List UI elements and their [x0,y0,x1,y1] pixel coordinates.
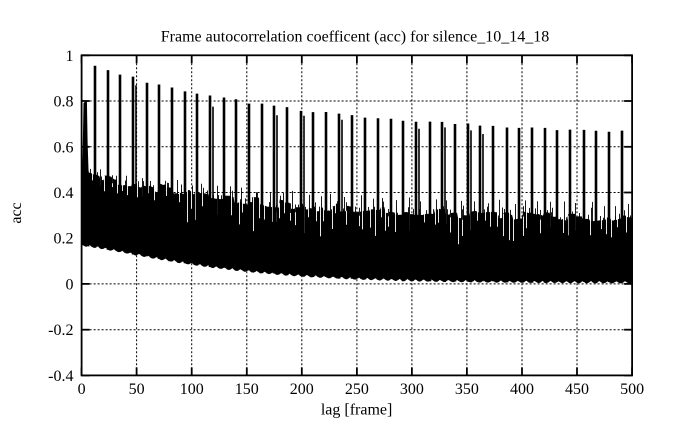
svg-text:150: 150 [235,381,259,398]
svg-text:100: 100 [180,381,204,398]
svg-text:0: 0 [66,276,74,293]
svg-text:50: 50 [129,381,145,398]
svg-text:0.2: 0.2 [54,231,74,248]
svg-text:0: 0 [78,381,86,398]
svg-text:400: 400 [510,381,534,398]
svg-text:450: 450 [565,381,589,398]
svg-text:300: 300 [400,381,424,398]
svg-text:250: 250 [345,381,369,398]
svg-text:0.6: 0.6 [54,139,74,156]
svg-text:lag [frame]: lag [frame] [321,402,393,419]
svg-text:500: 500 [620,381,644,398]
svg-text:0.4: 0.4 [54,185,74,202]
svg-text:1: 1 [66,48,74,65]
svg-text:-0.2: -0.2 [48,322,73,339]
svg-text:350: 350 [455,381,479,398]
svg-text:200: 200 [290,381,314,398]
svg-text:Frame autocorrelation coeffice: Frame autocorrelation coefficent (acc) f… [161,29,549,46]
svg-text:acc: acc [8,202,25,223]
svg-text:-0.4: -0.4 [48,368,73,385]
svg-text:0.8: 0.8 [54,94,74,111]
